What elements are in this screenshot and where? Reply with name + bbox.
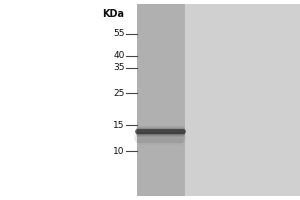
- Text: KDa: KDa: [103, 9, 124, 19]
- Text: 10: 10: [113, 146, 124, 156]
- Text: 25: 25: [113, 88, 124, 98]
- Bar: [184, 4, 300, 196]
- Text: 35: 35: [113, 64, 124, 72]
- Text: 40: 40: [113, 51, 124, 60]
- Text: 15: 15: [113, 120, 124, 130]
- Text: 55: 55: [113, 29, 124, 38]
- Bar: [136, 4, 184, 196]
